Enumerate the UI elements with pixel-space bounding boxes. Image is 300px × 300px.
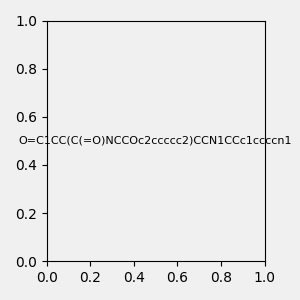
Text: O=C1CC(C(=O)NCCOc2ccccc2)CCN1CCc1ccccn1: O=C1CC(C(=O)NCCOc2ccccc2)CCN1CCc1ccccn1 bbox=[19, 136, 292, 146]
